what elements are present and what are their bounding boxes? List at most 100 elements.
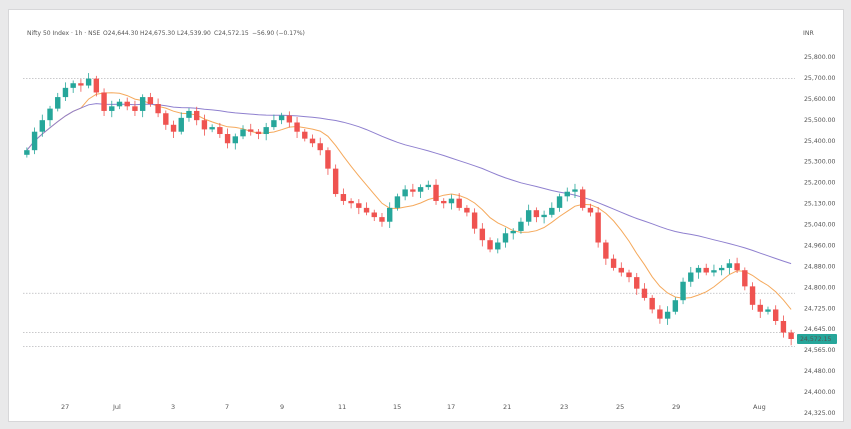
- candle: [533, 207, 540, 223]
- candle: [62, 82, 69, 102]
- chart-panel[interactable]: 25,800.00 25,700.00 25,600.00 25,500.00 25,4…: [8, 9, 844, 422]
- candles: [24, 73, 794, 346]
- candle-body: [255, 131, 262, 135]
- candle-body: [479, 228, 486, 241]
- candle: [240, 125, 246, 140]
- candle-body: [47, 108, 53, 121]
- candle: [209, 124, 215, 133]
- y-tick-label: 24,480.00: [804, 368, 836, 375]
- candle: [417, 184, 424, 198]
- y-tick-label: 24,645.00: [804, 326, 836, 333]
- candle: [626, 269, 632, 283]
- candle-body: [217, 127, 223, 135]
- candle-body: [109, 106, 115, 111]
- candle: [217, 122, 223, 138]
- candle-body: [572, 189, 578, 192]
- candle: [772, 305, 779, 325]
- candle-body: [302, 131, 308, 139]
- candle: [510, 228, 516, 240]
- candle-body: [772, 309, 779, 321]
- candle: [780, 315, 787, 338]
- candle: [680, 277, 686, 305]
- candle: [618, 262, 625, 277]
- candle: [263, 122, 269, 141]
- legend-open: O24,644.30: [103, 30, 138, 37]
- candle: [541, 210, 547, 224]
- candle: [487, 237, 493, 253]
- candle-body: [603, 242, 609, 259]
- candle: [224, 128, 231, 149]
- y-tick-label: 24,400.00: [804, 389, 836, 396]
- x-tick-label: Jul: [112, 403, 121, 411]
- candle: [749, 282, 756, 310]
- candle: [433, 179, 439, 205]
- y-tick-label: 24,880.00: [804, 263, 836, 270]
- candle-body: [425, 184, 432, 188]
- candle: [309, 134, 316, 148]
- candle: [757, 299, 763, 318]
- candle: [379, 212, 385, 227]
- candle: [695, 265, 702, 279]
- candle: [765, 306, 771, 315]
- candle-body: [788, 332, 794, 339]
- candle-body: [757, 304, 763, 312]
- candle-body: [533, 210, 540, 218]
- candle: [657, 305, 663, 324]
- horizontal-lines: [23, 78, 795, 347]
- candle: [556, 193, 563, 212]
- candle-body: [147, 97, 154, 105]
- y-tick-label: 24,960.00: [804, 242, 836, 249]
- x-axis: 27 Jul 3 7 9 11 15 17 21 23 25 29 Aug: [61, 403, 766, 411]
- candle: [471, 208, 478, 234]
- y-tick-label: 25,600.00: [804, 96, 836, 103]
- candle-body: [70, 83, 76, 88]
- candle: [587, 203, 594, 217]
- candle: [93, 75, 100, 97]
- candle: [603, 239, 609, 265]
- candle: [271, 114, 277, 130]
- candle-body: [325, 150, 331, 169]
- y-tick-label: 25,800.00: [804, 54, 836, 61]
- candle-body: [595, 212, 601, 243]
- y-tick-label: 24,800.00: [804, 284, 836, 291]
- last-price-label: 24,572.15: [800, 336, 832, 343]
- x-tick-label: 21: [503, 403, 511, 411]
- candle: [348, 198, 354, 209]
- candle: [363, 202, 370, 216]
- candle-body: [309, 138, 316, 144]
- candle-body: [556, 196, 563, 208]
- candle-body: [564, 191, 570, 197]
- candle: [193, 106, 200, 126]
- candlestick-chart[interactable]: 25,800.00 25,700.00 25,600.00 25,500.00 25,4…: [9, 10, 845, 423]
- candle-body: [541, 214, 547, 218]
- y-tick-label: 25,200.00: [804, 180, 836, 187]
- candle-body: [155, 104, 161, 114]
- candle-body: [163, 113, 169, 125]
- candle-body: [471, 212, 478, 229]
- candle-body: [749, 286, 756, 305]
- candle: [55, 92, 61, 112]
- candle: [572, 183, 578, 198]
- candle-body: [579, 189, 586, 208]
- x-tick-label: 9: [280, 403, 284, 411]
- candle: [502, 227, 509, 248]
- candle: [201, 114, 208, 136]
- y-tick-label: 24,725.00: [804, 305, 836, 312]
- candle-body: [618, 267, 625, 273]
- candle: [124, 97, 130, 111]
- y-axis: 25,800.00 25,700.00 25,600.00 25,500.00 25,4…: [804, 54, 836, 417]
- y-tick-label: 25,700.00: [804, 75, 836, 82]
- candle: [85, 73, 92, 89]
- candle: [186, 108, 192, 122]
- candle: [394, 193, 401, 211]
- candle-body: [510, 230, 516, 234]
- candle: [518, 217, 524, 234]
- candle-body: [31, 131, 38, 151]
- candle: [441, 198, 447, 209]
- candle-body: [55, 97, 61, 109]
- fast-moving-average: [26, 92, 792, 310]
- candle-body: [448, 198, 455, 204]
- candle-body: [186, 110, 192, 118]
- candle: [325, 147, 331, 175]
- candle: [564, 187, 570, 202]
